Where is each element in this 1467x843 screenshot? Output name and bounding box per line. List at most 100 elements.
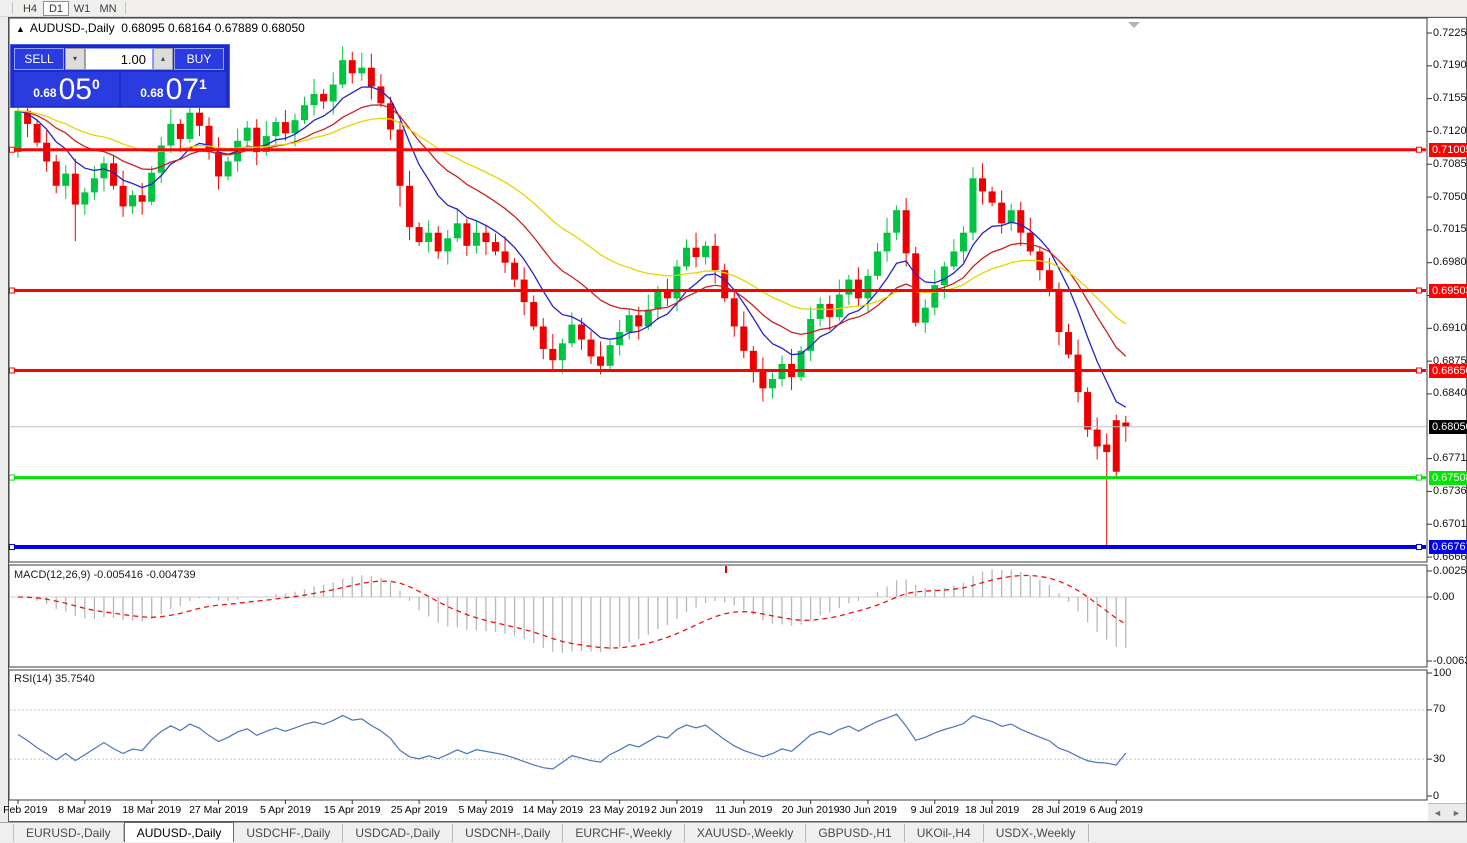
candlestick [1007,210,1015,224]
chart-tab-audusd[interactable]: AUDUSD-,Daily [123,822,235,842]
chart-shift-triangle-icon[interactable] [1128,22,1140,28]
candlestick [310,93,318,106]
buy-price-big-digits: 07 [165,73,199,106]
candlestick [1017,210,1025,233]
line-anchor-handle[interactable] [9,544,15,551]
candlestick [301,105,308,121]
sell-price-display[interactable]: 0.68 05 0 [14,72,119,106]
line-anchor-handle[interactable] [1416,287,1422,294]
candlestick [24,110,32,124]
candlestick [663,290,671,299]
candlestick [1084,392,1092,430]
buy-button[interactable]: BUY [174,48,224,70]
one-click-trading-panel: SELL ▾ ▴ BUY 0.68 05 0 0.68 07 1 [10,44,230,108]
scroll-left-icon[interactable]: ◄ [1433,807,1442,818]
chart-tab-usdcad[interactable]: USDCAD-,Daily [343,824,454,842]
candlestick [501,251,509,263]
chart-tab-ukoil[interactable]: UKOil-,H4 [905,824,984,842]
candlestick [262,136,270,153]
scroll-right-icon[interactable]: ► [1452,807,1461,818]
candlestick [195,112,203,126]
candlestick [511,262,519,280]
candlestick [998,202,1006,224]
candlestick [463,223,471,246]
volume-increase-button[interactable]: ▴ [153,48,173,70]
candlestick [291,120,299,134]
line-anchor-handle[interactable] [9,287,15,294]
chart-tab-eurusd[interactable]: EURUSD-,Daily [14,824,124,842]
line-anchor-handle[interactable] [1416,544,1422,551]
candlestick [1026,232,1034,252]
volume-decrease-button[interactable]: ▾ [65,48,85,70]
candlestick [969,178,977,233]
chart-tab-xauusd[interactable]: XAUUSD-,Weekly [685,824,807,842]
candlestick [406,185,414,228]
candlestick [654,290,662,310]
candlestick [931,285,939,308]
line-anchor-handle[interactable] [1416,474,1422,481]
line-anchor-handle[interactable] [9,474,15,481]
chart-tab-usdx[interactable]: USDX-,Weekly [984,824,1089,842]
chart-tab-eurchf[interactable]: EURCHF-,Weekly [563,824,685,842]
candlestick [52,161,60,186]
timeframe-button-d1[interactable]: D1 [43,0,69,16]
candlestick [797,350,805,378]
rsi-axis-label: 100 [1433,666,1452,679]
buy-price-pipette: 1 [198,76,207,92]
line-anchor-handle[interactable] [9,146,15,153]
price-line-tag: 0.68050 [1429,419,1467,434]
date-axis-label: 8 Mar 2019 [58,804,112,816]
date-axis-label: 5 Apr 2019 [259,804,311,816]
collapse-triangle-icon[interactable]: ▲ [16,24,25,34]
candlestick [129,195,137,207]
sell-price-big-digits: 05 [58,73,92,106]
volume-input[interactable] [85,48,153,70]
candlestick [1055,288,1063,333]
candlestick [434,232,442,252]
candlestick [377,86,385,104]
candlestick [597,356,605,366]
rsi-value: 35.7540 [54,673,95,685]
rsi-axis-label: 0 [1433,789,1440,802]
timeframe-button-mn[interactable]: MN [99,2,117,15]
candlestick [90,178,98,193]
timeframe-button-w1[interactable]: W1 [73,2,91,15]
candlestick [692,247,700,258]
candlestick [482,232,490,243]
chart-tab-gbpusd[interactable]: GBPUSD-,H1 [806,824,905,842]
date-axis-label: 11 Jun 2019 [715,804,773,816]
candlestick [415,227,423,243]
line-anchor-handle[interactable] [1416,367,1422,374]
chart-tab-usdchf[interactable]: USDCHF-,Daily [234,824,344,842]
candlestick [673,266,681,299]
candlestick [215,152,223,177]
line-anchor-handle[interactable] [9,367,15,374]
macd-axis-label: 0.00 [1433,591,1455,603]
sell-button[interactable]: SELL [14,48,64,70]
candlestick [148,172,156,202]
candlestick [1122,422,1130,427]
price-line-tag: 0.71005 [1429,142,1467,157]
chart-symbol-title: AUDUSD-,Daily [29,21,115,35]
candlestick [854,279,862,299]
price-line-tag: 0.67508 [1429,470,1467,485]
rsi-line [17,713,1127,770]
candlestick [43,142,51,162]
candlestick [205,125,213,153]
line-anchor-handle[interactable] [1416,146,1422,153]
price-line-tag: 0.69503 [1429,283,1467,298]
candlestick [845,279,853,295]
date-axis-label: 18 Mar 2019 [122,804,182,816]
date-axis-label: 18 Jul 2019 [964,804,1020,816]
candlestick [472,232,480,246]
candlestick [835,294,843,318]
buy-price-display[interactable]: 0.68 07 1 [121,72,226,106]
chart-tab-usdcnh[interactable]: USDCNH-,Daily [453,824,564,842]
timeframe-button-h4[interactable]: H4 [22,2,38,15]
